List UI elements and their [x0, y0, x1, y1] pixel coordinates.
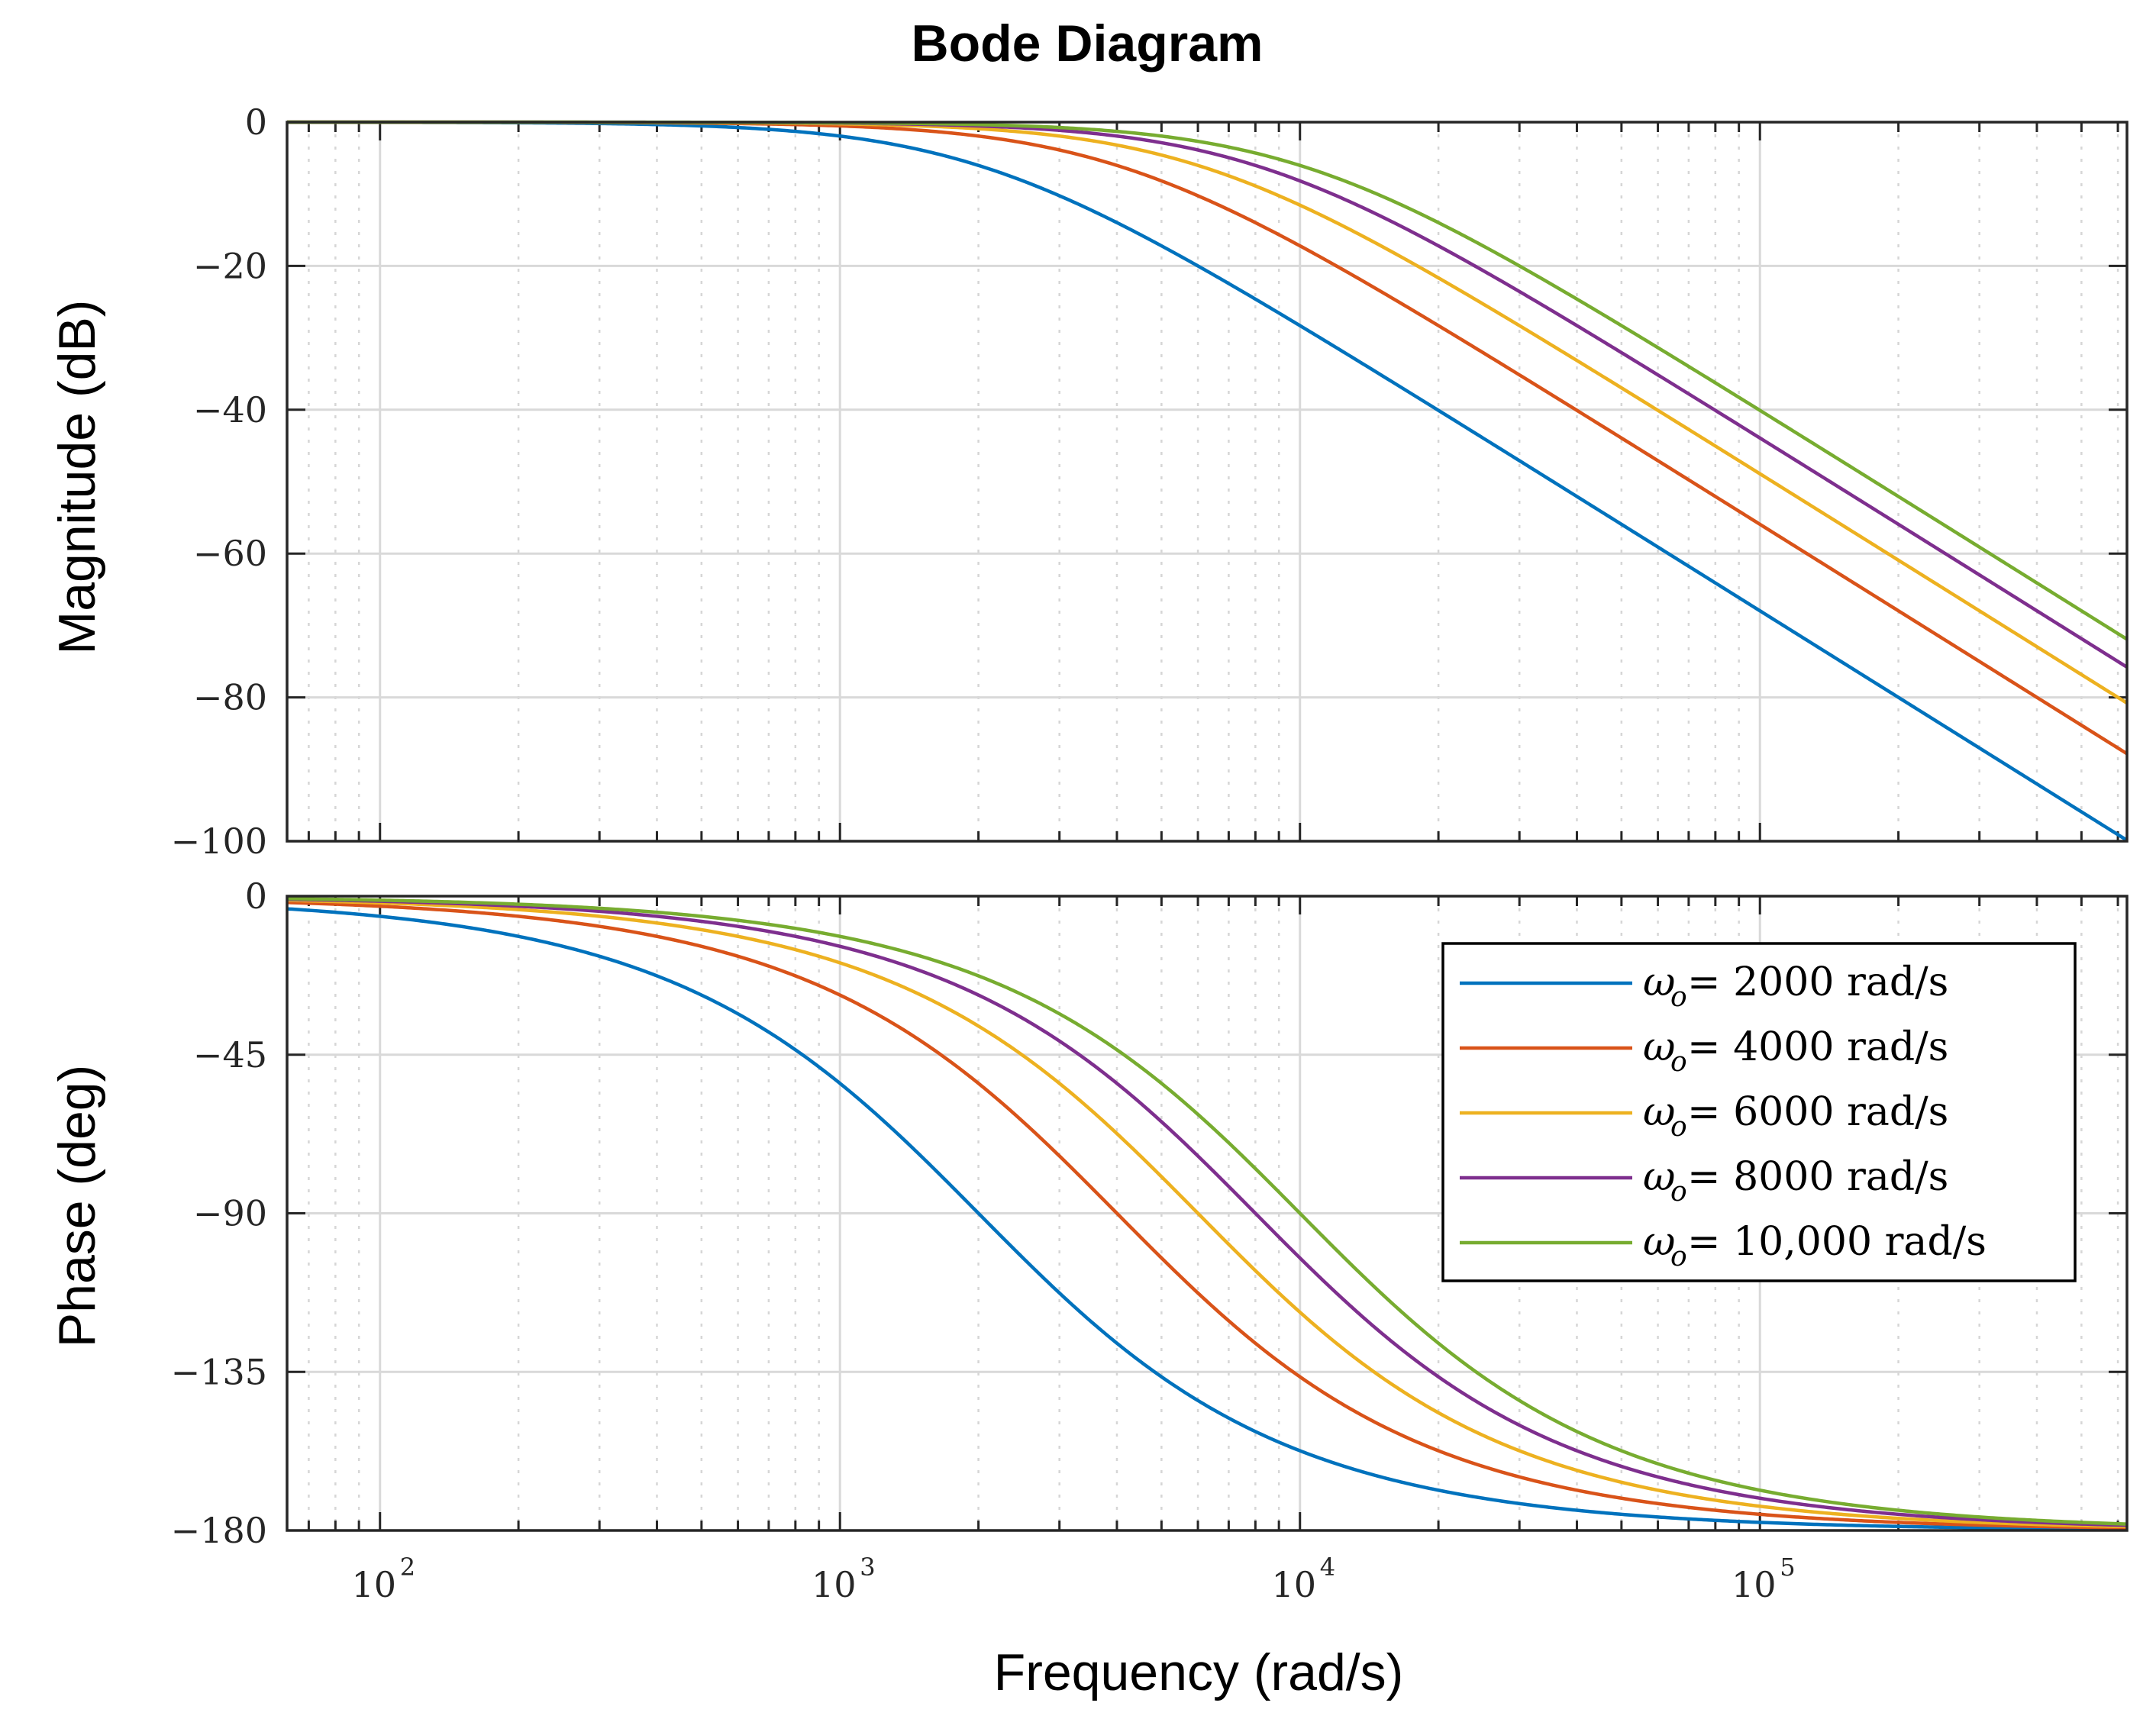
magnitude-ytick-label: −100	[171, 821, 267, 862]
x-tick-base: 10	[1271, 1564, 1316, 1605]
magnitude-panel: 0 −20 −40 −60 −80 −100	[171, 102, 2129, 862]
phase-ytick-label: −180	[171, 1510, 267, 1551]
magnitude-ytick-label: 0	[245, 102, 267, 143]
x-axis-ticks: 10 2 10 3 10 4 10 5	[351, 1553, 1795, 1605]
legend-symbol: ω	[1643, 1089, 1675, 1135]
magnitude-ytick-label: −60	[193, 533, 267, 574]
x-axis-label: Frequency (rad/s)	[994, 1643, 1404, 1701]
phase-series-line-3	[287, 898, 2127, 1529]
phase-ytick-label: −45	[193, 1034, 267, 1076]
magnitude-ylabel: Magnitude (dB)	[48, 300, 106, 655]
x-tick-label: 10 3	[812, 1553, 876, 1605]
x-tick-label: 10 4	[1271, 1553, 1335, 1605]
legend-subscript: o	[1670, 1047, 1687, 1078]
phase-ytick-label: −135	[171, 1351, 267, 1392]
legend-subscript: o	[1670, 1176, 1687, 1208]
phase-axes-box	[286, 895, 2129, 1532]
phase-ylabel: Phase (deg)	[48, 1065, 106, 1347]
legend-symbol: ω	[1643, 1024, 1675, 1070]
legend-subscript: o	[1670, 1111, 1687, 1143]
legend-label-2: = 4000 rad/s	[1687, 1024, 1948, 1070]
magnitude-plot-area	[287, 122, 2127, 841]
magnitude-ytick-label: −80	[193, 677, 267, 718]
chart-title: Bode Diagram	[912, 15, 1264, 73]
phase-series-line-4	[287, 897, 2127, 1527]
x-tick-exponent: 4	[1320, 1553, 1335, 1582]
legend-symbol: ω	[1643, 1219, 1675, 1265]
x-tick-base: 10	[812, 1564, 857, 1605]
legend: ωo = 2000 rad/sωo = 4000 rad/sωo = 6000 …	[1441, 942, 2077, 1282]
legend-label-4: = 8000 rad/s	[1687, 1154, 1948, 1200]
legend-label-1: = 2000 rad/s	[1687, 959, 1948, 1005]
x-tick-base: 10	[351, 1564, 396, 1605]
x-tick-exponent: 3	[860, 1553, 875, 1582]
legend-label-3: = 6000 rad/s	[1687, 1089, 1948, 1135]
legend-symbol: ω	[1643, 1154, 1675, 1200]
phase-ytick-label: 0	[245, 876, 267, 917]
x-tick-base: 10	[1732, 1564, 1777, 1605]
magnitude-ytick-label: −40	[193, 389, 267, 431]
phase-series-line-2	[287, 901, 2127, 1530]
legend-symbol: ω	[1643, 959, 1675, 1005]
magnitude-axes-box	[286, 121, 2129, 843]
x-tick-exponent: 2	[400, 1553, 415, 1582]
x-tick-label: 10 2	[351, 1553, 415, 1605]
legend-subscript: o	[1670, 982, 1687, 1013]
phase-ytick-label: −90	[193, 1193, 267, 1234]
x-tick-label: 10 5	[1732, 1553, 1796, 1605]
phase-series-line-1	[287, 907, 2127, 1531]
legend-label-5: = 10,000 rad/s	[1687, 1219, 1987, 1265]
phase-series-line-5	[287, 897, 2127, 1526]
magnitude-ytick-label: −20	[193, 245, 267, 286]
legend-subscript: o	[1670, 1241, 1687, 1272]
x-tick-exponent: 5	[1780, 1553, 1795, 1582]
